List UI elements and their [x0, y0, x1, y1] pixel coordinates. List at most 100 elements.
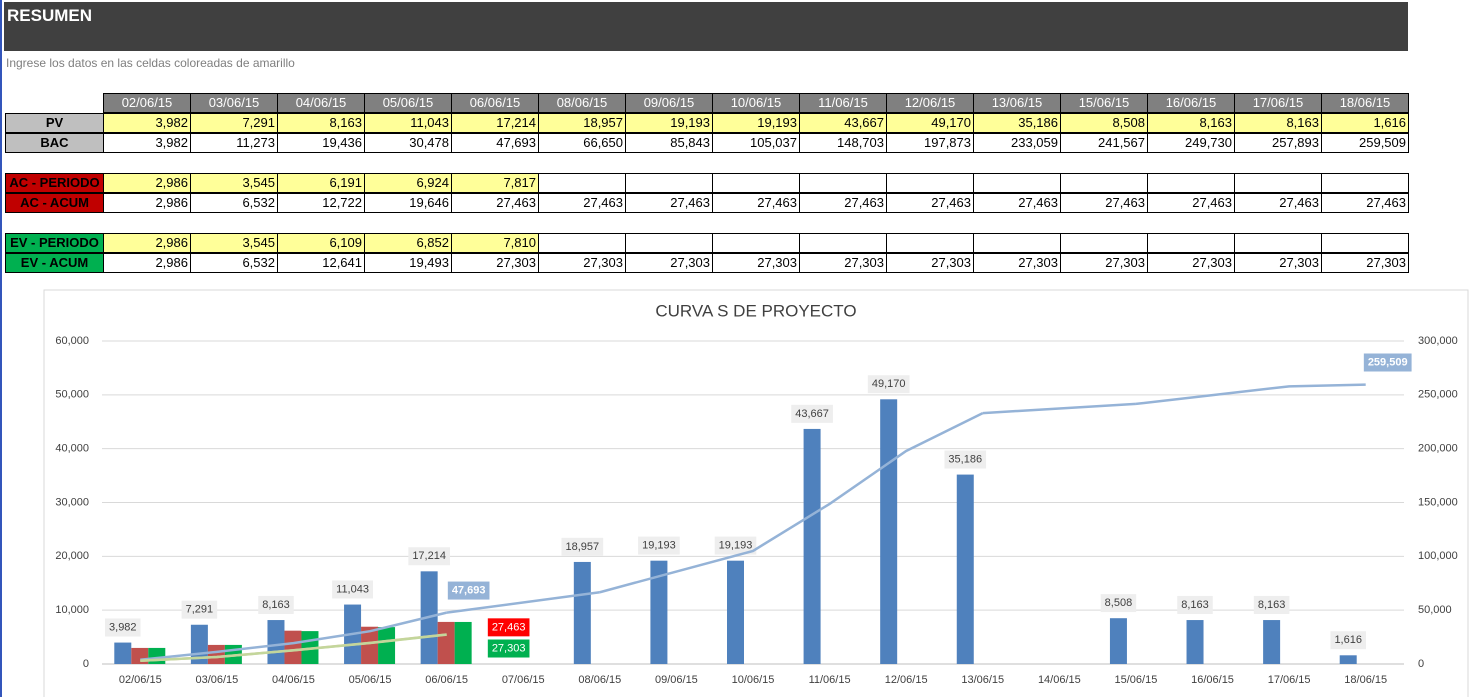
- x-tick-label: 05/06/15: [349, 674, 392, 686]
- data-label-box: [487, 618, 530, 637]
- value-cell: 6,532: [190, 253, 278, 273]
- data-label: 19,193: [719, 540, 753, 552]
- date-header: 02/06/15: [103, 93, 191, 113]
- value-cell: 257,893: [1234, 133, 1322, 153]
- value-cell: 148,703: [799, 133, 887, 153]
- value-cell: 19,493: [364, 253, 452, 273]
- bar: [1339, 655, 1357, 664]
- x-tick-label: 07/06/15: [502, 674, 545, 686]
- data-label-box: [105, 618, 141, 637]
- value-cell: 259,509: [1321, 133, 1409, 153]
- value-cell: 7,810: [451, 233, 539, 253]
- value-cell: 7,817: [451, 173, 539, 193]
- bar: [727, 560, 744, 664]
- x-tick-label: 13/06/15: [961, 674, 1004, 686]
- bar: [803, 428, 821, 664]
- value-cell: 27,463: [1060, 193, 1148, 213]
- y-tick-label: 40,000: [55, 443, 89, 455]
- y2-tick-label: 200,000: [1418, 443, 1458, 455]
- value-cell: 1,616: [1321, 113, 1409, 133]
- bar: [650, 560, 668, 664]
- value-cell: 2,986: [103, 193, 191, 213]
- data-label-box: [487, 639, 530, 658]
- y2-tick-label: 50,000: [1418, 604, 1452, 616]
- value-cell: 35,186: [973, 113, 1061, 133]
- value-cell: 47,693: [451, 133, 539, 153]
- y-tick-label: 0: [83, 658, 89, 670]
- value-cell: 27,303: [886, 253, 974, 273]
- date-header: 18/06/15: [1321, 93, 1409, 113]
- value-cell: 249,730: [1147, 133, 1235, 153]
- data-label-box: [1330, 631, 1366, 650]
- value-cell: 2,986: [103, 253, 191, 273]
- bar: [361, 626, 379, 664]
- data-label-box: [714, 536, 757, 555]
- row-label: BAC: [5, 133, 104, 153]
- y2-tick-label: 150,000: [1418, 496, 1458, 508]
- x-tick-label: 03/06/15: [195, 674, 238, 686]
- value-cell: 7,291: [190, 113, 278, 133]
- x-tick-label: 11/06/15: [809, 674, 851, 686]
- y2-tick-label: 100,000: [1418, 550, 1458, 562]
- data-label-box: [1100, 594, 1137, 613]
- data-label-box: [258, 595, 294, 614]
- date-header: 10/06/15: [712, 93, 800, 113]
- value-cell: 66,650: [538, 133, 626, 153]
- value-cell: 3,545: [190, 173, 278, 193]
- data-label-box: [181, 600, 218, 619]
- window-edge: [0, 0, 2, 697]
- value-cell: 12,641: [277, 253, 365, 273]
- date-header: 13/06/15: [973, 93, 1061, 113]
- value-cell: 8,163: [1147, 113, 1235, 133]
- value-cell: 27,463: [1234, 193, 1322, 213]
- value-cell: 27,303: [1321, 253, 1409, 273]
- data-label: 7,291: [186, 604, 214, 616]
- value-cell: [1321, 233, 1409, 253]
- date-header: 06/06/15: [451, 93, 539, 113]
- value-cell: 27,463: [799, 193, 887, 213]
- y2-tick-label: 300,000: [1418, 335, 1458, 347]
- line: [140, 611, 447, 661]
- y2-tick-label: 250,000: [1418, 389, 1458, 401]
- x-tick-label: 08/06/15: [578, 674, 621, 686]
- data-label-box: [447, 581, 490, 600]
- value-cell: 27,303: [1234, 253, 1322, 273]
- date-header: 12/06/15: [886, 93, 974, 113]
- data-label: 27,303: [492, 643, 526, 655]
- value-cell: 27,303: [973, 253, 1061, 273]
- value-cell: 19,436: [277, 133, 365, 153]
- date-header: 17/06/15: [1234, 93, 1322, 113]
- data-label: 11,043: [336, 583, 369, 595]
- chart-title: CURVA S DE PROYECTO: [655, 301, 856, 320]
- row-label: AC - PERIODO: [5, 173, 104, 193]
- data-label-box: [867, 375, 910, 394]
- y-tick-label: 30,000: [55, 496, 89, 508]
- x-tick-label: 17/06/15: [1268, 674, 1311, 686]
- bar: [378, 627, 396, 664]
- value-cell: 27,303: [1060, 253, 1148, 273]
- bar: [207, 644, 225, 664]
- value-cell: 27,463: [451, 193, 539, 213]
- header-title: RESUMEN: [7, 6, 93, 25]
- line: [1135, 383, 1366, 406]
- value-cell: 27,463: [712, 193, 800, 213]
- value-cell: 43,667: [799, 113, 887, 133]
- y2-tick-label: 0: [1418, 658, 1424, 670]
- bar: [267, 620, 285, 664]
- bar: [114, 642, 132, 664]
- value-cell: 27,303: [538, 253, 626, 273]
- data-label-box: [638, 536, 680, 555]
- data-label: 49,170: [872, 378, 906, 390]
- row-label: PV: [5, 113, 104, 133]
- value-cell: 2,986: [103, 173, 191, 193]
- x-tick-label: 12/06/15: [885, 674, 928, 686]
- value-cell: 18,957: [538, 113, 626, 133]
- data-label: 8,163: [1181, 599, 1209, 611]
- value-cell: 12,722: [277, 193, 365, 213]
- subtitle: Ingrese los datos en las celdas coloread…: [6, 56, 295, 70]
- bar: [454, 621, 472, 664]
- chart-frame: [43, 289, 1469, 697]
- data-label-box: [944, 450, 987, 469]
